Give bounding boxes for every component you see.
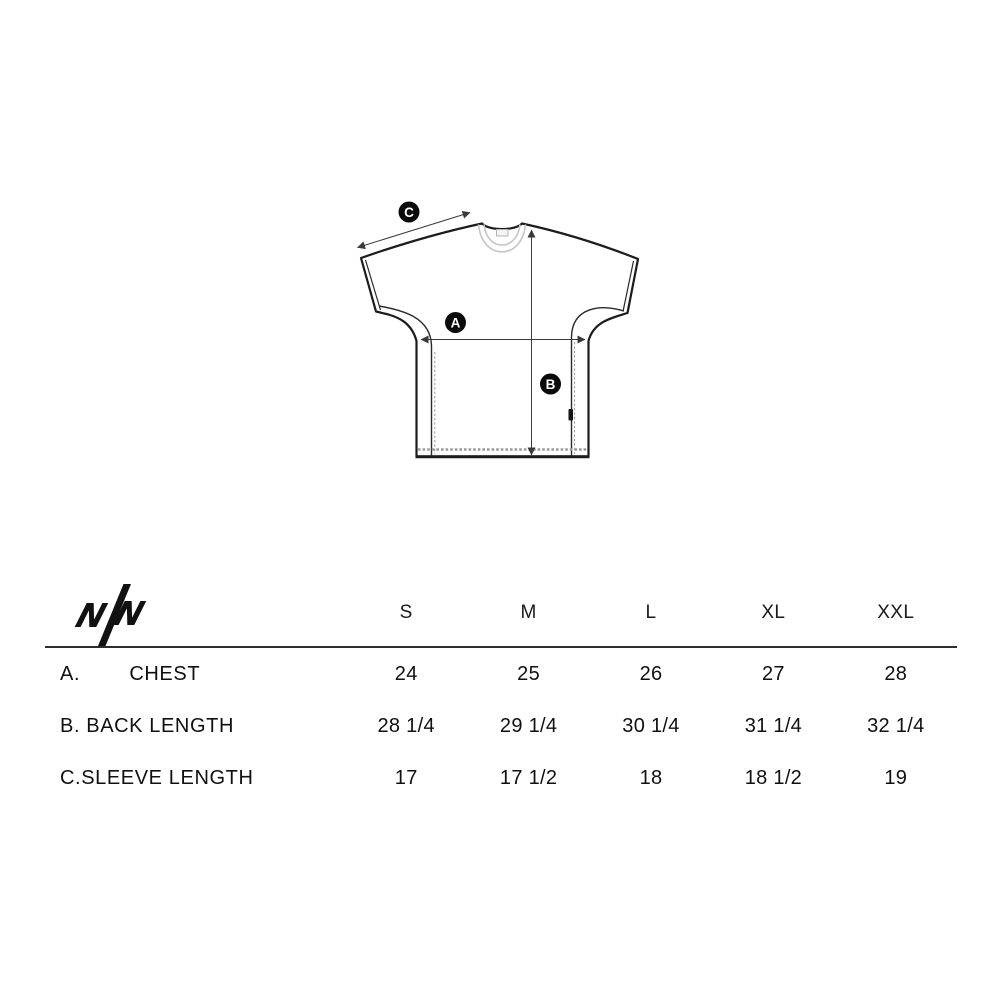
sleeve-length-value-s: 17 [394, 766, 418, 789]
side-seam-tag [568, 409, 573, 421]
stitching [418, 342, 587, 454]
svg-text:N: N [110, 595, 149, 633]
back-length-value-xl: 31 1/4 [744, 714, 803, 737]
marker-c: C [398, 201, 420, 223]
back-length-value-s: 28 1/4 [377, 714, 435, 737]
marker-a: A [445, 312, 466, 333]
table-row-back-length: B. BACK LENGTH 28 1/4 29 1/4 30 1/4 31 1… [45, 700, 957, 752]
row-label-sleeve-length: C.SLEEVE LENGTH [60, 766, 254, 789]
row-label-back-length: B. BACK LENGTH [60, 714, 234, 737]
marker-a-label: A [451, 315, 461, 330]
tshirt-diagram: C A B [357, 201, 640, 459]
back-length-value-l: 30 1/4 [622, 714, 680, 737]
sleeve-length-arrow [357, 210, 471, 250]
marker-b-label: B [546, 377, 556, 392]
back-length-value-m: 29 1/4 [499, 714, 558, 737]
header-divider [45, 646, 957, 648]
neck-label [496, 229, 509, 237]
brand-logo-slash [98, 584, 131, 646]
sleeve-length-value-xl: 18 1/2 [744, 766, 803, 789]
chest-value-l: 26 [639, 662, 663, 685]
chest-value-s: 24 [394, 662, 418, 685]
size-chart: N N S M L XL XXL A. CHEST 24 25 26 27 [45, 580, 957, 804]
collar [477, 224, 527, 253]
column-header-s: S [399, 602, 413, 623]
size-chart-header: N N S M L XL XXL [45, 580, 957, 646]
brand-logo-letter: N [110, 595, 149, 633]
brand-logo: N N [73, 584, 149, 646]
column-header-xl: XL [761, 602, 786, 623]
marker-b: B [540, 373, 561, 395]
column-header-xxl: XXL [877, 602, 915, 623]
measurement-arrows [357, 210, 586, 456]
column-header-m: M [520, 602, 537, 623]
chest-value-m: 25 [517, 662, 541, 685]
column-header-l: L [645, 602, 657, 623]
measurement-markers: C A B [398, 201, 561, 395]
sleeve-length-value-xxl: 19 [884, 766, 908, 789]
back-length-value-xxl: 32 1/4 [867, 714, 925, 737]
sleeve-length-value-m: 17 1/2 [499, 766, 558, 789]
chest-value-xxl: 28 [884, 662, 908, 685]
table-row-sleeve-length: C.SLEEVE LENGTH 17 17 1/2 18 18 1/2 19 [45, 752, 957, 804]
sleeve-length-value-l: 18 [639, 766, 663, 789]
tshirt-outline [359, 222, 640, 459]
marker-c-label: C [404, 205, 414, 220]
table-row-chest: A. CHEST 24 25 26 27 28 [45, 648, 957, 700]
row-label-chest: A. CHEST [60, 662, 201, 685]
brand-logo-cell: N N [45, 580, 345, 646]
chest-value-xl: 27 [761, 662, 785, 685]
tshirt-diagram-svg: C A B [357, 201, 640, 459]
